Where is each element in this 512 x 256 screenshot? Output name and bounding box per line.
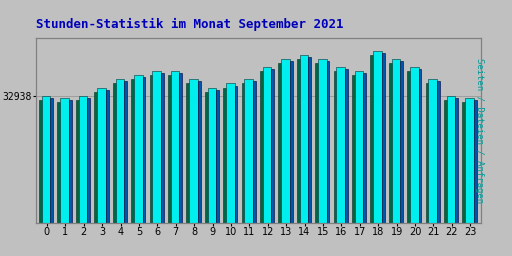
Bar: [57, 102, 60, 223]
Bar: [474, 100, 477, 223]
Text: Stunden-Statistik im Monat September 2021: Stunden-Statistik im Monat September 202…: [36, 18, 344, 31]
Bar: [444, 100, 447, 223]
Bar: [105, 90, 109, 223]
Bar: [345, 69, 348, 223]
Bar: [456, 98, 458, 223]
Bar: [60, 98, 69, 223]
Bar: [462, 102, 465, 223]
Bar: [465, 98, 474, 223]
Bar: [410, 67, 419, 223]
Bar: [39, 100, 42, 223]
Bar: [352, 75, 355, 223]
Bar: [370, 55, 373, 223]
Bar: [318, 59, 327, 223]
Y-axis label: Seiten / Dateien / Anfragen: Seiten / Dateien / Anfragen: [475, 58, 484, 203]
Bar: [364, 73, 366, 223]
Bar: [373, 51, 382, 223]
Bar: [263, 67, 271, 223]
Bar: [308, 57, 311, 223]
Bar: [327, 61, 329, 223]
Bar: [382, 53, 385, 223]
Bar: [152, 71, 161, 223]
Bar: [242, 83, 244, 223]
Bar: [400, 61, 403, 223]
Bar: [198, 81, 201, 223]
Bar: [300, 55, 308, 223]
Bar: [407, 71, 410, 223]
Bar: [216, 90, 219, 223]
Bar: [79, 96, 87, 223]
Bar: [315, 63, 318, 223]
Bar: [161, 73, 164, 223]
Bar: [355, 71, 364, 223]
Bar: [336, 67, 345, 223]
Bar: [260, 71, 263, 223]
Bar: [389, 63, 392, 223]
Bar: [437, 81, 440, 223]
Bar: [425, 83, 429, 223]
Bar: [253, 81, 256, 223]
Bar: [281, 59, 290, 223]
Bar: [150, 75, 152, 223]
Bar: [134, 75, 142, 223]
Bar: [170, 71, 179, 223]
Bar: [205, 92, 207, 223]
Bar: [234, 86, 238, 223]
Bar: [333, 71, 336, 223]
Bar: [97, 88, 105, 223]
Bar: [189, 79, 198, 223]
Bar: [271, 69, 274, 223]
Bar: [223, 88, 226, 223]
Bar: [94, 92, 97, 223]
Bar: [179, 73, 182, 223]
Bar: [419, 69, 421, 223]
Bar: [447, 96, 456, 223]
Bar: [131, 79, 134, 223]
Bar: [76, 100, 79, 223]
Bar: [116, 79, 124, 223]
Bar: [207, 88, 216, 223]
Bar: [42, 96, 51, 223]
Bar: [244, 79, 253, 223]
Bar: [297, 59, 300, 223]
Bar: [429, 79, 437, 223]
Bar: [113, 83, 116, 223]
Bar: [142, 77, 145, 223]
Bar: [186, 83, 189, 223]
Bar: [290, 61, 292, 223]
Bar: [168, 75, 170, 223]
Bar: [392, 59, 400, 223]
Bar: [87, 98, 90, 223]
Bar: [226, 83, 234, 223]
Bar: [279, 63, 281, 223]
Bar: [69, 100, 72, 223]
Bar: [51, 98, 53, 223]
Bar: [124, 81, 127, 223]
